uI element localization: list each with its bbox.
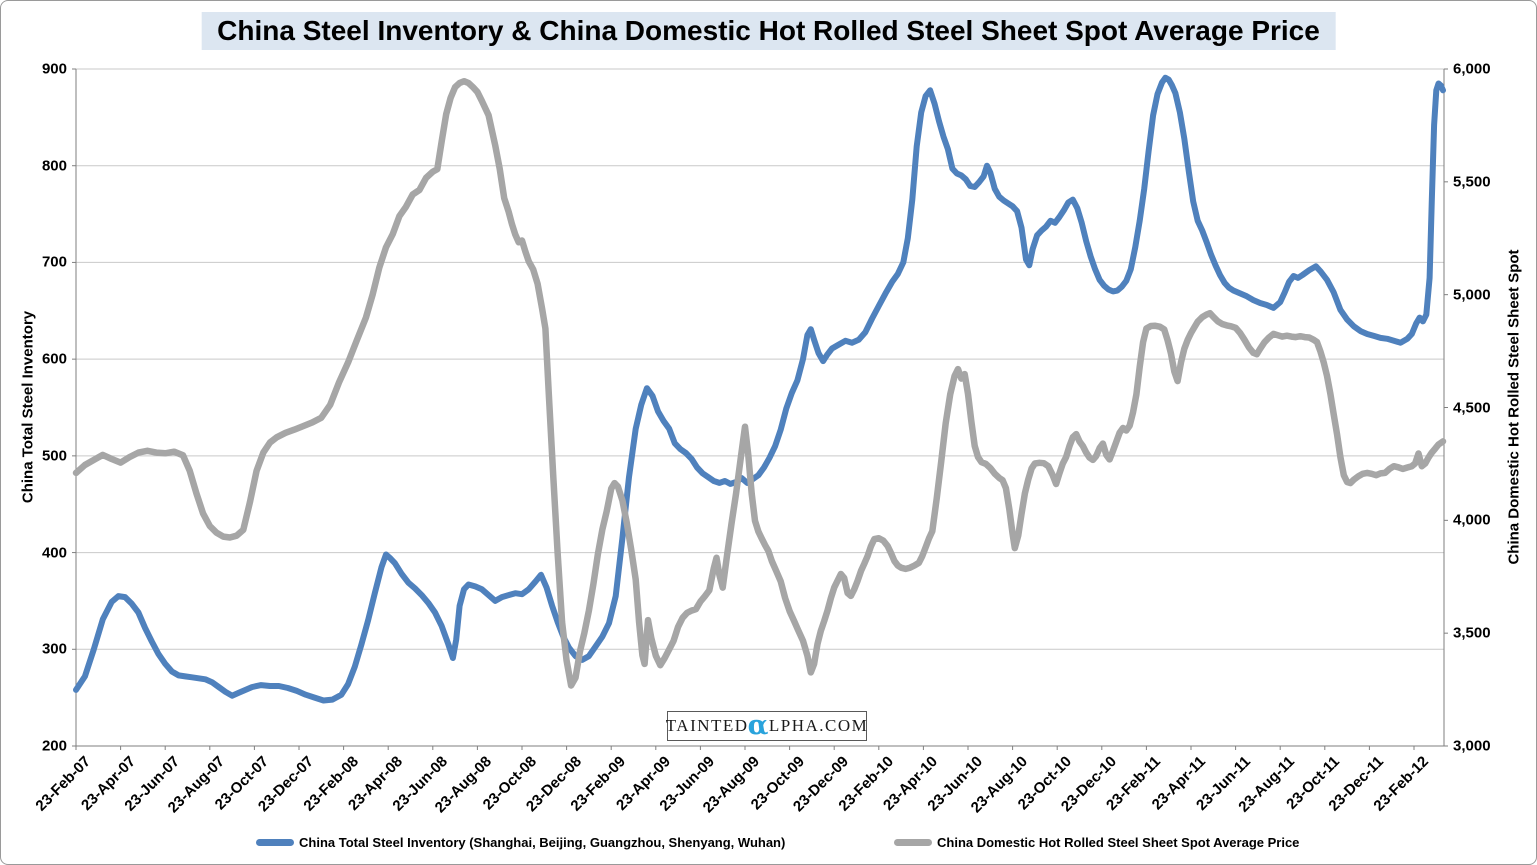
left-axis-tick-label: 500 bbox=[41, 447, 67, 465]
left-axis-tick-label: 800 bbox=[41, 157, 67, 175]
legend-item-inventory: China Total Steel Inventory (Shanghai, B… bbox=[256, 835, 785, 850]
legend-label: China Total Steel Inventory (Shanghai, B… bbox=[299, 835, 786, 850]
left-axis-tick-label: 200 bbox=[41, 737, 67, 755]
right-axis-tick-label: 4,500 bbox=[1453, 399, 1491, 416]
left-axis-tick-label: 900 bbox=[41, 60, 67, 78]
right-axis-tick-label: 3,000 bbox=[1453, 737, 1491, 755]
right-axis-tick-label: 5,000 bbox=[1453, 286, 1491, 304]
watermark: TAINTED α LPHA.COM bbox=[665, 710, 869, 741]
series-line bbox=[72, 77, 1447, 689]
series-line bbox=[73, 74, 1446, 704]
right-axis-title: China Domestic Hot Rolled Steel Sheet Sp… bbox=[1505, 249, 1523, 565]
left-axis-tick-label: 300 bbox=[41, 640, 67, 658]
right-axis-tick-label: 5,500 bbox=[1453, 173, 1491, 191]
chart-title: China Steel Inventory & China Domestic H… bbox=[201, 12, 1336, 50]
chart-title-text: China Steel Inventory & China Domestic H… bbox=[217, 15, 1320, 46]
left-axis-tick-label: 700 bbox=[41, 253, 67, 271]
legend-item-price: China Domestic Hot Rolled Steel Sheet Sp… bbox=[894, 835, 1299, 850]
legend-label: China Domestic Hot Rolled Steel Sheet Sp… bbox=[937, 835, 1300, 850]
inventory-line-marker-icon bbox=[256, 839, 294, 846]
left-axis-tick-label: 600 bbox=[41, 350, 67, 368]
right-axis-tick-label: 3,500 bbox=[1453, 624, 1491, 642]
right-axis-tick-label: 6,000 bbox=[1453, 60, 1491, 78]
watermark-prefix: TAINTED bbox=[665, 716, 749, 735]
left-axis-title: China Total Steel Inventory bbox=[19, 310, 37, 504]
watermark-suffix: LPHA.COM bbox=[768, 716, 869, 735]
price-line-marker-icon bbox=[894, 839, 932, 846]
left-axis-tick-label: 400 bbox=[41, 544, 67, 562]
right-axis-tick-label: 4,000 bbox=[1453, 511, 1491, 529]
